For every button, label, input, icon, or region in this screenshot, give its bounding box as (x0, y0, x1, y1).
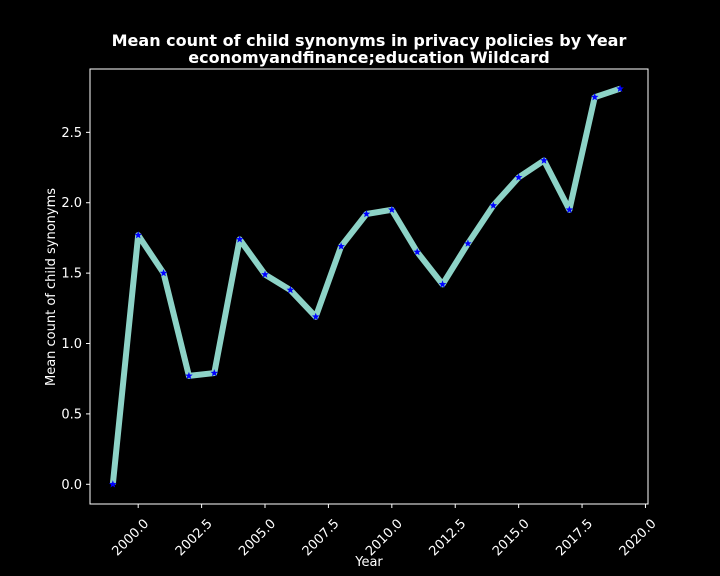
plot-area (89, 68, 649, 505)
data-point-marker (489, 201, 498, 209)
y-tick-label: 1.0 (61, 337, 82, 352)
data-point-marker (540, 156, 548, 164)
data-point-marker (616, 84, 624, 92)
x-tick-label: 2002.5 (173, 516, 216, 559)
x-tick-label: 2015.0 (490, 516, 533, 559)
y-tick-label: 2.0 (61, 196, 82, 211)
data-point-marker (311, 312, 320, 320)
x-tick-label: 2005.0 (236, 516, 279, 559)
chart-subtitle: economyandfinance;education Wildcard (188, 48, 549, 67)
y-tick-label: 0.0 (61, 478, 82, 493)
data-point-marker (261, 270, 269, 278)
data-point-marker (159, 269, 168, 277)
data-point-marker (464, 239, 472, 247)
x-tick-label: 2017.5 (553, 516, 596, 559)
data-point-marker (286, 286, 295, 294)
y-axis: 0.0 0.5 1.0 1.5 2.0 2.5 (61, 126, 90, 493)
x-tick-label: 2000.0 (109, 516, 152, 559)
data-point-marker (514, 173, 523, 181)
x-tick-label: 2010.0 (363, 516, 406, 559)
data-point-marker (235, 235, 244, 243)
data-point-marker (590, 93, 599, 101)
series-line (109, 85, 622, 485)
data-point-marker (134, 231, 142, 239)
data-point-marker (413, 248, 421, 256)
data-point-marker (388, 205, 396, 214)
data-point-marker (565, 205, 574, 214)
y-tick-label: 0.5 (61, 407, 82, 422)
x-tick-label: 2007.5 (300, 516, 343, 559)
chart-title: Mean count of child synonyms in privacy … (112, 31, 627, 50)
x-axis: 2000.0 2002.5 2005.0 2007.5 2010.0 2012.5 2015… (109, 504, 660, 559)
y-tick-label: 2.5 (61, 126, 82, 141)
x-axis-label: Year (354, 555, 383, 570)
y-axis-label: Mean count of child synonyms (44, 188, 59, 386)
data-point-marker (438, 280, 447, 288)
data-point-marker (210, 369, 219, 377)
x-tick-label: 2020.0 (617, 516, 660, 559)
data-point-marker (337, 242, 345, 250)
y-tick-label: 1.5 (61, 267, 82, 282)
data-point-marker (185, 371, 193, 380)
series-layer (109, 84, 624, 488)
data-point-marker (109, 480, 117, 488)
x-tick-label: 2012.5 (427, 516, 470, 559)
data-point-marker (362, 210, 371, 218)
